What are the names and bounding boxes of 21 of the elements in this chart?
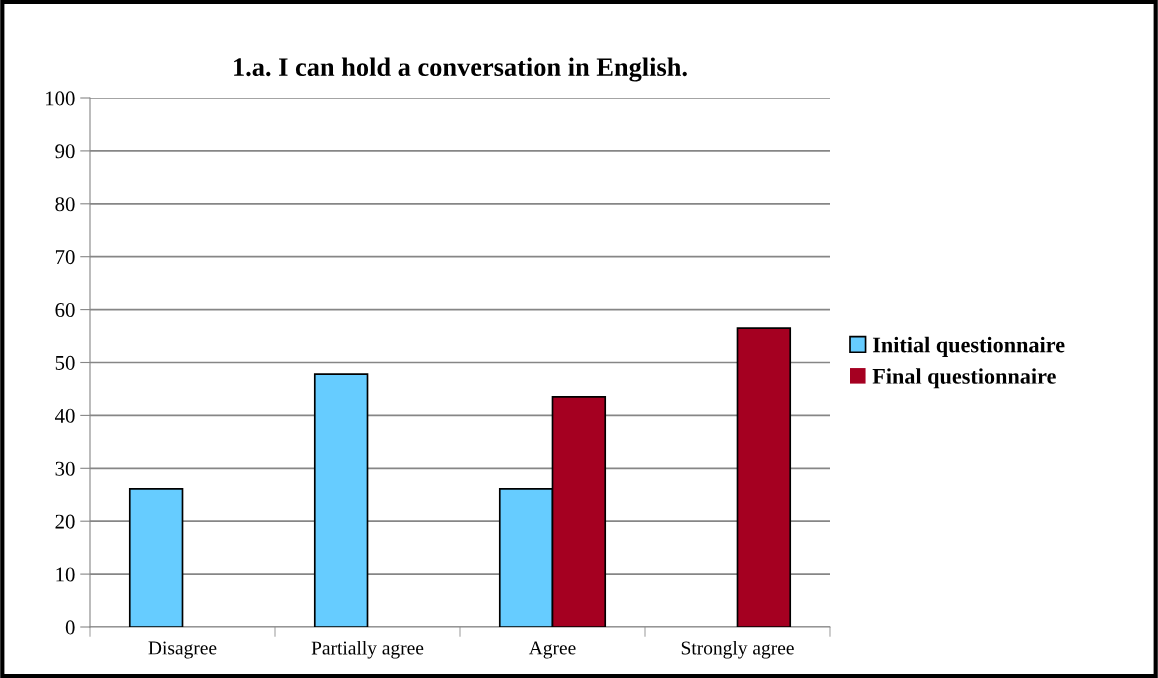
y-tick-label: 30 bbox=[55, 461, 75, 476]
y-tick-label: 10 bbox=[56, 567, 75, 582]
y-tick-label: 70 bbox=[55, 250, 75, 265]
x-tick-label: Partially agree bbox=[311, 640, 424, 659]
legend-label: Final questionnaire bbox=[872, 368, 1056, 389]
x-tick-label: Agree bbox=[528, 641, 576, 659]
y-tick-label: 0 bbox=[65, 620, 75, 635]
y-tick-label: 60 bbox=[55, 302, 75, 318]
y-tick-label: 90 bbox=[55, 144, 75, 159]
y-tick-label: 50 bbox=[55, 355, 75, 370]
y-tick-label: 100 bbox=[46, 91, 75, 106]
x-tick-label: Strongly agree bbox=[681, 640, 794, 659]
bar bbox=[736, 327, 792, 627]
bar bbox=[128, 488, 184, 627]
y-tick-label: 40 bbox=[54, 408, 75, 423]
legend-label: Initial questionnaire bbox=[872, 336, 1065, 357]
x-tick-label: Disagree bbox=[148, 641, 217, 659]
y-tick-label: 80 bbox=[55, 197, 75, 212]
y-tick-label: 20 bbox=[55, 514, 75, 529]
bar bbox=[313, 373, 369, 627]
chart-title: 1.a. I can hold a conversation in English. bbox=[234, 57, 687, 82]
